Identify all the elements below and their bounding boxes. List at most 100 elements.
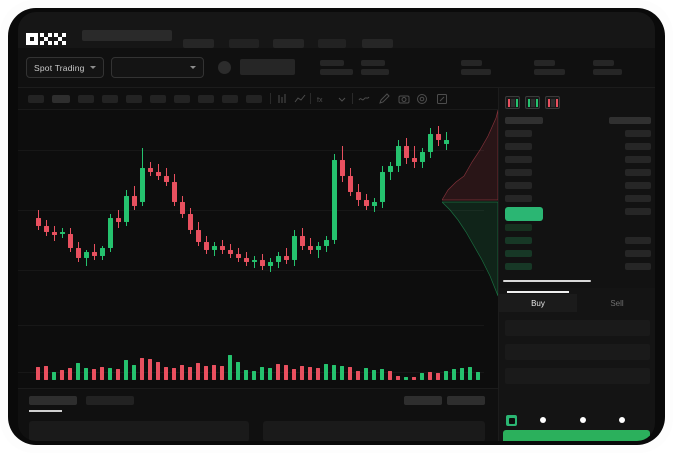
order-field-1[interactable] — [505, 320, 650, 336]
chevron-down-icon[interactable] — [336, 93, 348, 105]
bottom-card-2[interactable] — [263, 421, 485, 441]
volume-bar — [236, 362, 240, 380]
volume-bar — [468, 367, 472, 380]
volume-bar — [212, 365, 216, 380]
bottom-action-1[interactable] — [404, 396, 442, 405]
interval-button-9[interactable] — [222, 95, 238, 103]
interval-button-8[interactable] — [198, 95, 214, 103]
interval-button-4[interactable] — [102, 95, 118, 103]
ticker-bar: Spot Trading — [18, 48, 655, 88]
settings-gear-icon[interactable] — [416, 93, 428, 105]
orderbook-scrollbar[interactable] — [503, 280, 591, 282]
slider-stop-25[interactable] — [540, 417, 546, 423]
interval-button-6[interactable] — [150, 95, 166, 103]
volume-bar — [324, 364, 328, 380]
orderbook-bid-row[interactable] — [505, 250, 532, 257]
orderbook-ask-size — [625, 130, 651, 137]
price-chart[interactable] — [18, 110, 484, 388]
bottom-card-1[interactable] — [29, 421, 249, 441]
header-nav-item-1[interactable] — [183, 39, 214, 48]
interval-button-1[interactable] — [28, 95, 44, 103]
orderbook-spread-size — [625, 208, 651, 215]
drawing-pencil-icon[interactable] — [378, 93, 390, 105]
orderbook-spread-row[interactable] — [505, 207, 543, 221]
orderbook-ask-row[interactable] — [505, 195, 532, 202]
orderbook-asks-icon[interactable] — [545, 96, 560, 109]
header-nav-item-5[interactable] — [362, 39, 393, 48]
bottom-panel — [18, 388, 498, 441]
volume-bar — [380, 369, 384, 380]
slider-stop-50[interactable] — [580, 417, 586, 423]
interval-button-3[interactable] — [78, 95, 94, 103]
orderbook-ask-row[interactable] — [505, 182, 532, 189]
volume-bar — [100, 367, 104, 380]
chart-toolbar: fx — [18, 88, 655, 110]
amount-slider-handle[interactable] — [506, 415, 517, 426]
submit-buy-button[interactable] — [503, 430, 650, 441]
line-chart-icon[interactable] — [358, 93, 370, 105]
interval-button-2[interactable] — [52, 95, 70, 103]
slider-stop-75[interactable] — [619, 417, 625, 423]
interval-button-7[interactable] — [174, 95, 190, 103]
header-search-field[interactable] — [82, 30, 172, 41]
orderbook-bid-row[interactable] — [505, 263, 532, 270]
order-field-2[interactable] — [505, 344, 650, 360]
volume-bar — [68, 368, 72, 380]
orderbook-ask-row[interactable] — [505, 143, 532, 150]
app-screen: Spot Trading — [18, 12, 655, 441]
okx-logo-icon[interactable] — [26, 33, 66, 45]
volume-bar — [196, 363, 200, 380]
volume-bar — [44, 366, 48, 380]
orderbook-bids-icon[interactable] — [525, 96, 540, 109]
orderbook-ask-size — [625, 182, 651, 189]
orderbook-ask-size — [625, 169, 651, 176]
logo-block-k — [40, 33, 52, 45]
volume-bar — [52, 372, 56, 380]
toolbar-divider — [352, 93, 353, 104]
orderbook-ask-row[interactable] — [505, 156, 532, 163]
orderbook-ask-row[interactable] — [505, 130, 532, 137]
fullscreen-icon[interactable] — [436, 93, 448, 105]
header-nav-item-3[interactable] — [273, 39, 304, 48]
market-depth-overlay — [442, 110, 498, 342]
chart-type-icon[interactable] — [294, 93, 306, 105]
volume-bar — [124, 360, 128, 380]
volume-bar — [412, 377, 416, 380]
bottom-action-2[interactable] — [447, 396, 485, 405]
stat-label-3 — [461, 60, 482, 66]
stat-value-4 — [534, 69, 565, 75]
orderbook-ask-row[interactable] — [505, 169, 532, 176]
volume-bar — [452, 369, 456, 380]
orderbook-ask-size — [625, 195, 651, 202]
orderbook-bid-size — [625, 263, 651, 270]
orderbook-col-header-size — [609, 117, 651, 124]
stat-label-1 — [320, 60, 344, 66]
orderbook-both-icon[interactable] — [505, 96, 520, 109]
order-field-3[interactable] — [505, 368, 650, 384]
volume-bar — [244, 370, 248, 380]
interval-button-5[interactable] — [126, 95, 142, 103]
orderbook-bid-row[interactable] — [505, 224, 532, 231]
trading-pair-select[interactable] — [111, 57, 204, 78]
orderbook-bid-row[interactable] — [505, 237, 532, 244]
volume-bar — [364, 368, 368, 380]
toolbar-divider — [310, 93, 311, 104]
header-nav-item-2[interactable] — [229, 39, 259, 48]
interval-button-10[interactable] — [246, 95, 262, 103]
bottom-tab-2[interactable] — [86, 396, 134, 405]
tab-buy[interactable]: Buy — [499, 291, 577, 312]
bottom-tab-1[interactable] — [29, 396, 77, 405]
header-nav-item-4[interactable] — [318, 39, 346, 48]
volume-bar — [220, 366, 224, 380]
volume-bar — [332, 365, 336, 380]
volume-bar — [228, 355, 232, 380]
volume-bar — [444, 371, 448, 380]
market-type-dropdown[interactable]: Spot Trading — [26, 57, 104, 78]
indicator-icon[interactable]: fx — [316, 93, 328, 105]
volume-bar — [116, 369, 120, 380]
camera-snapshot-icon[interactable] — [398, 93, 410, 105]
logo-block-x — [54, 33, 66, 45]
tab-sell[interactable]: Sell — [578, 294, 655, 312]
volume-bar — [260, 367, 264, 380]
candlestick-chart-icon[interactable] — [276, 93, 288, 105]
